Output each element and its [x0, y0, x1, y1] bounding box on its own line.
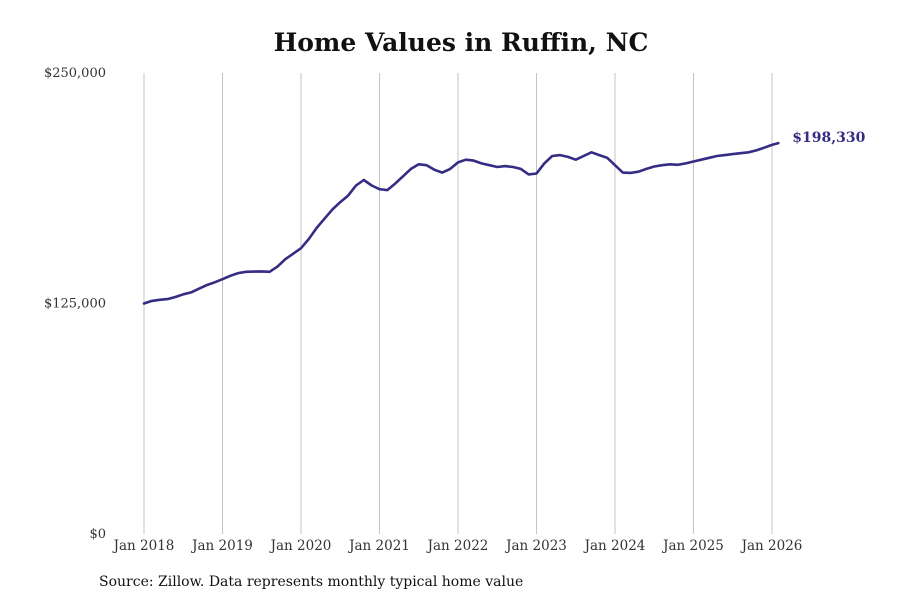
x-tick-label: Jan 2019	[190, 538, 253, 554]
x-tick-label: Jan 2026	[740, 538, 803, 554]
grid-lines	[143, 73, 773, 534]
y-tick-label: $125,000	[44, 297, 106, 312]
x-tick-label: Jan 2018	[112, 538, 175, 554]
x-tick-label: Jan 2024	[583, 538, 646, 554]
series-line	[142, 141, 780, 305]
source-note: Source: Zillow. Data represents monthly …	[99, 574, 524, 590]
y-tick-label: $0	[89, 527, 106, 542]
x-tick-label: Jan 2025	[661, 538, 724, 554]
x-tick-label: Jan 2023	[504, 538, 567, 554]
x-tick-label: Jan 2020	[269, 538, 332, 554]
x-tick-label: Jan 2021	[347, 538, 410, 554]
y-tick-label: $250,000	[44, 66, 106, 81]
series-layer	[142, 141, 780, 305]
x-tick-label: Jan 2022	[426, 538, 489, 554]
end-value-label: $198,330	[792, 130, 865, 146]
label-layer: $198,330	[792, 130, 865, 146]
x-axis-ticks: Jan 2018 Jan 2019 Jan 2020 Jan 2021 Jan 2022…	[112, 538, 803, 554]
chart-title: Home Values in Ruffin, NC	[273, 28, 649, 57]
y-axis-ticks: $0 $125,000 $250,000	[44, 66, 106, 542]
